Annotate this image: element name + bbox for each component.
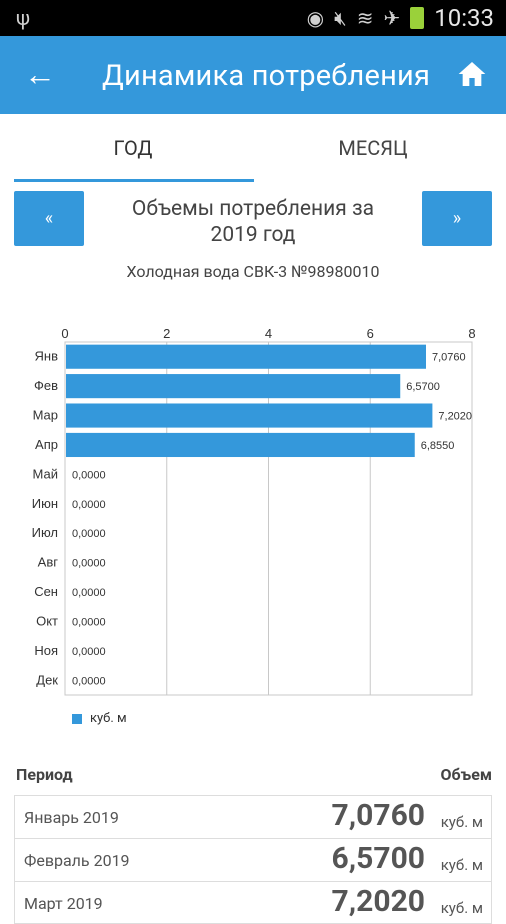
- eye-icon: ◉: [306, 6, 325, 30]
- y-category-label: Апр: [35, 437, 58, 452]
- battery-icon: [410, 7, 425, 29]
- y-category-label: Фев: [34, 378, 58, 393]
- y-category-label: Дек: [36, 672, 58, 687]
- bar-value-label: 0,0000: [72, 528, 106, 540]
- period-title-line2: 2019 год: [210, 223, 296, 247]
- y-category-label: Сен: [34, 584, 58, 599]
- row-value: 7,0760: [331, 798, 425, 833]
- y-category-label: Июн: [32, 496, 58, 511]
- app-bar: ← Динамика потребления: [0, 36, 506, 114]
- row-value: 6,5700: [331, 841, 425, 876]
- next-period-button[interactable]: »: [422, 191, 492, 246]
- row-period: Февраль 2019: [24, 851, 130, 870]
- mute-icon: 🔇︎: [334, 6, 347, 30]
- x-tick-label: 8: [468, 326, 475, 341]
- bar-value-label: 7,2020: [438, 411, 472, 423]
- bar-value-label: 0,0000: [72, 616, 106, 628]
- consumption-table: Январь 2019 7,0760 куб. м Февраль 2019 6…: [14, 795, 492, 924]
- row-period: Март 2019: [24, 894, 103, 913]
- bar: [66, 432, 415, 458]
- arrow-left-icon[interactable]: ←: [24, 55, 56, 93]
- y-category-label: Ноя: [34, 643, 58, 658]
- row-value: 7,2020: [331, 884, 425, 919]
- row-period: Январь 2019: [24, 808, 119, 827]
- table-row[interactable]: Январь 2019 7,0760 куб. м: [14, 795, 492, 838]
- bar-value-label: 0,0000: [72, 499, 106, 511]
- usb-icon: ψ: [16, 6, 31, 30]
- y-category-label: Июл: [32, 525, 58, 540]
- active-tab-indicator: [14, 179, 254, 182]
- x-tick-label: 2: [163, 326, 170, 341]
- page-title: Динамика потребления: [102, 59, 431, 93]
- y-category-label: Янв: [35, 349, 59, 364]
- bar-value-label: 0,0000: [72, 675, 106, 687]
- table-row[interactable]: Февраль 2019 6,5700 куб. м: [14, 838, 492, 881]
- x-tick-label: 0: [61, 326, 68, 341]
- row-unit: куб. м: [440, 813, 483, 831]
- y-category-label: Май: [33, 466, 58, 481]
- bar-value-label: 0,0000: [72, 587, 106, 599]
- meter-label: Холодная вода СВК-3 №98980010: [126, 262, 380, 281]
- x-tick-label: 6: [367, 326, 374, 341]
- bar-value-label: 0,0000: [72, 646, 106, 658]
- bar-value-label: 6,5700: [406, 381, 440, 393]
- bar-value-label: 6,8550: [421, 440, 455, 452]
- x-tick-label: 4: [265, 326, 272, 341]
- bar-value-label: 0,0000: [72, 558, 106, 570]
- consumption-chart: 0 2 4 6 8 Янв 7,0760 Фев 6,5700 Мар 7,2020 Апр 6,855…: [0, 310, 506, 730]
- airplane-icon: ✈: [383, 6, 401, 30]
- y-category-label: Авг: [38, 555, 59, 570]
- header-period: Период: [16, 765, 73, 784]
- row-unit: куб. м: [440, 899, 483, 917]
- y-category-label: Мар: [33, 408, 58, 423]
- bar-value-label: 0,0000: [72, 469, 106, 481]
- bar: [66, 344, 426, 369]
- bar-value-label: 7,0760: [432, 352, 466, 364]
- period-title: Объемы потребления за 2019 год: [100, 196, 406, 248]
- tab-month[interactable]: МЕСЯЦ: [338, 136, 408, 160]
- row-unit: куб. м: [440, 856, 483, 874]
- legend-swatch: [72, 714, 82, 724]
- table-header: Период Объем: [0, 765, 506, 789]
- header-volume: Объем: [440, 765, 492, 784]
- prev-period-button[interactable]: «: [14, 191, 84, 246]
- tab-year[interactable]: ГОД: [113, 136, 153, 160]
- status-bar: ψ ◉ 🔇︎ ≋ ✈ 10:33: [0, 0, 506, 36]
- bar: [66, 374, 401, 399]
- bar: [66, 403, 433, 428]
- legend-label: куб. м: [90, 711, 127, 726]
- wifi-icon: ≋: [356, 6, 374, 30]
- home-icon[interactable]: [456, 58, 488, 90]
- y-category-label: Окт: [36, 613, 58, 628]
- period-title-line1: Объемы потребления за: [131, 197, 375, 221]
- tab-bar: ГОД МЕСЯЦ: [0, 114, 506, 184]
- table-row[interactable]: Март 2019 7,2020 куб. м: [14, 881, 492, 924]
- status-time: 10:33: [434, 4, 494, 32]
- chart-svg: 0 2 4 6 8 Янв 7,0760 Фев 6,5700 Мар 7,2020 Апр 6,855…: [32, 326, 476, 696]
